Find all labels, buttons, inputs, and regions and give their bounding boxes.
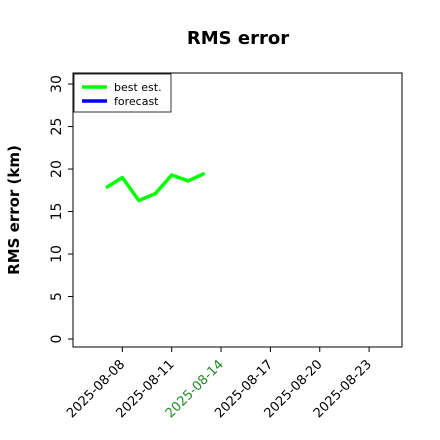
chart-title: RMS error	[187, 28, 289, 49]
y-tick-label: 0	[49, 335, 65, 344]
y-tick-label: 15	[49, 203, 65, 221]
y-tick-label: 5	[49, 292, 65, 301]
legend-label: forecast	[114, 95, 159, 108]
y-tick-label: 30	[49, 75, 65, 93]
legend-box	[73, 73, 172, 113]
y-tick-label: 25	[49, 118, 65, 136]
y-tick-label: 10	[49, 245, 65, 263]
plot-frame	[72, 72, 403, 348]
y-tick-label: 20	[49, 160, 65, 178]
y-axis-label: RMS error (km)	[5, 145, 23, 275]
series-line	[104, 171, 206, 203]
legend-label: best est.	[114, 81, 162, 94]
